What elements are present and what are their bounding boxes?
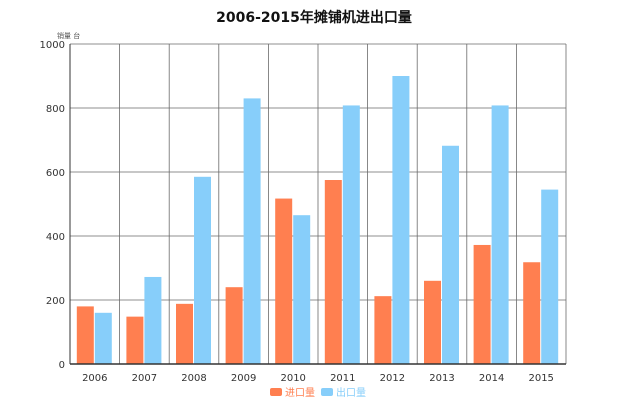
bar-import-2012 — [374, 296, 392, 364]
bar-export-2010 — [293, 215, 311, 364]
bar-export-2012 — [392, 76, 410, 364]
bar-import-2006 — [76, 306, 94, 364]
grid-lines — [70, 43, 567, 365]
legend-label-export: 出口量 — [336, 386, 366, 399]
bars-group — [76, 76, 559, 365]
y-tick-labels: 0 200 400 600 800 1000 — [40, 40, 65, 371]
bar-export-2009 — [243, 98, 261, 365]
axes — [69, 44, 566, 365]
bar-export-2008 — [194, 176, 211, 364]
bar-import-2011 — [324, 180, 342, 364]
x-tick-label: 2015 — [528, 373, 553, 384]
x-tick-label: 2012 — [380, 373, 405, 384]
legend-swatch-import — [270, 388, 282, 396]
x-tick-label: 2006 — [82, 373, 107, 384]
x-tick-labels: 2006 2007 2008 2009 2010 2011 2012 2013 2014 2015 — [82, 373, 554, 384]
y-tick-label: 0 — [59, 360, 65, 371]
bar-export-2014 — [491, 105, 509, 364]
bar-import-2013 — [424, 280, 441, 364]
x-tick-label: 2007 — [132, 373, 157, 384]
x-tick-label: 2013 — [429, 373, 454, 384]
bar-import-2010 — [275, 198, 293, 364]
bar-export-2013 — [442, 145, 459, 364]
bar-import-2007 — [126, 316, 144, 364]
y-axis-unit-label: 销量 台 — [57, 31, 80, 40]
x-tick-label: 2011 — [330, 373, 355, 384]
x-tick-label: 2014 — [479, 373, 504, 384]
bar-import-2008 — [176, 303, 193, 364]
bar-import-2009 — [225, 287, 243, 364]
bar-export-2011 — [342, 105, 360, 364]
bar-export-2015 — [541, 189, 559, 364]
chart-title: 2006-2015年摊铺机进出口量 — [216, 9, 412, 26]
x-tick-label: 2009 — [231, 373, 256, 384]
x-tick-label: 2008 — [181, 373, 206, 384]
y-tick-label: 1000 — [40, 40, 65, 51]
y-tick-label: 800 — [46, 104, 65, 115]
legend: 进口量 出口量 — [270, 386, 366, 399]
bar-import-2014 — [473, 244, 491, 364]
legend-label-import: 进口量 — [285, 387, 315, 399]
bar-export-2006 — [94, 312, 112, 364]
legend-swatch-export — [321, 388, 333, 396]
y-tick-label: 600 — [46, 168, 65, 179]
y-tick-label: 200 — [46, 296, 65, 307]
x-tick-label: 2010 — [280, 373, 305, 384]
y-tick-label: 400 — [46, 232, 65, 243]
bar-export-2007 — [144, 276, 162, 364]
bar-import-2015 — [523, 262, 541, 364]
